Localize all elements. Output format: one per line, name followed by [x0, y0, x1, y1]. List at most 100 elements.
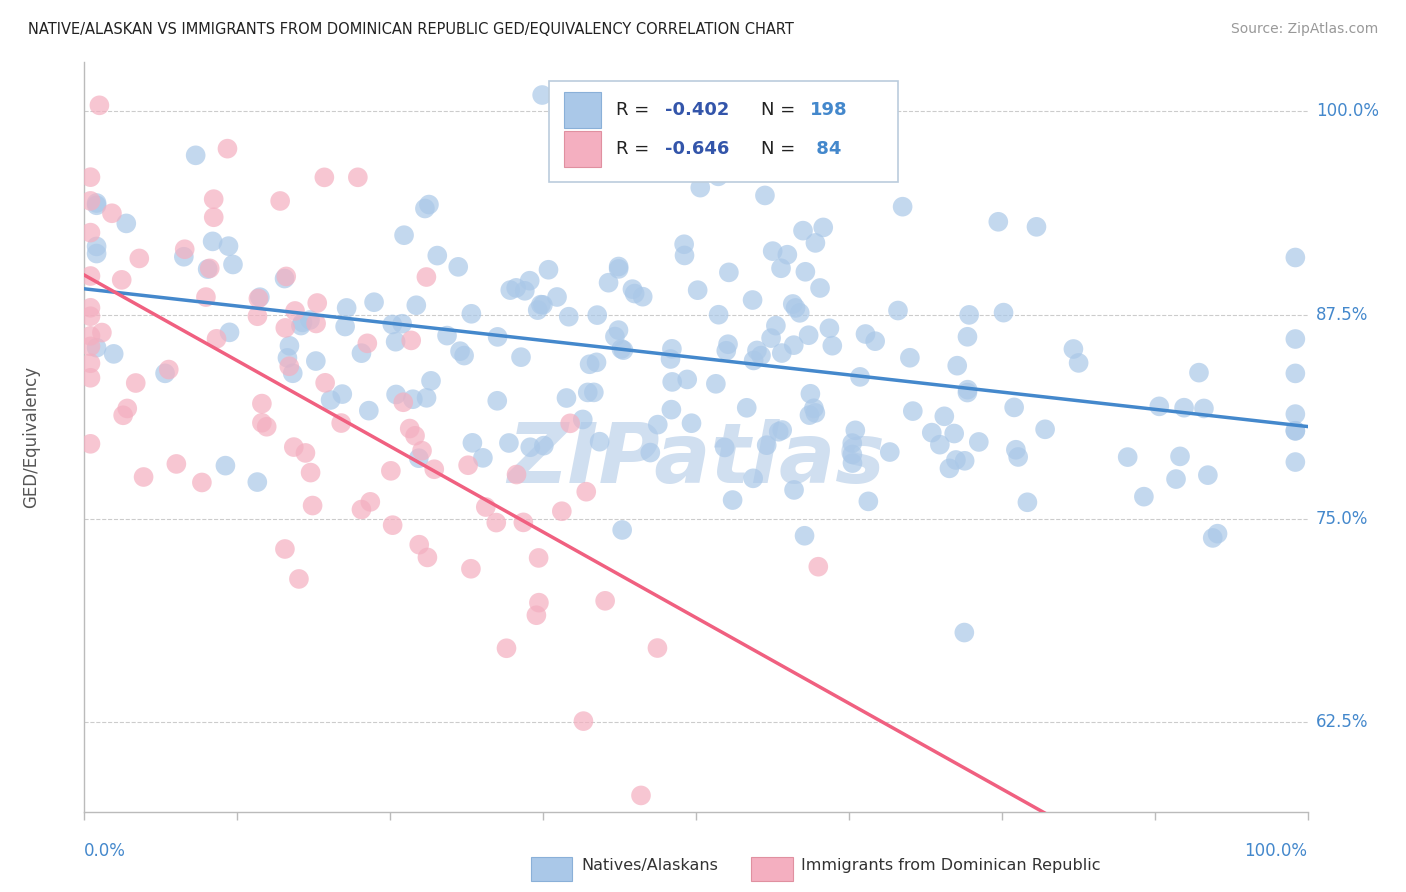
Point — [957, 308, 980, 322]
Point — [436, 328, 458, 343]
Text: 62.5%: 62.5% — [1316, 713, 1368, 731]
Point — [546, 290, 568, 304]
Point — [792, 224, 814, 238]
Point — [593, 594, 616, 608]
Point — [863, 334, 886, 348]
Point — [630, 789, 652, 803]
Point — [256, 419, 278, 434]
Point — [841, 447, 863, 461]
Text: R =: R = — [616, 101, 655, 119]
Point — [173, 250, 195, 264]
Point — [86, 196, 108, 211]
Point — [676, 372, 699, 386]
Text: Source: ZipAtlas.com: Source: ZipAtlas.com — [1230, 22, 1378, 37]
Point — [157, 362, 180, 376]
Point — [551, 504, 574, 518]
Point — [921, 425, 943, 440]
Bar — [751, 856, 793, 880]
Point — [1284, 251, 1306, 265]
Point — [945, 453, 967, 467]
Point — [79, 301, 101, 315]
Point — [794, 265, 817, 279]
Point — [197, 262, 219, 277]
Point — [533, 439, 555, 453]
Point — [789, 306, 811, 320]
Point — [799, 386, 821, 401]
Point — [586, 308, 609, 322]
Point — [513, 284, 536, 298]
Point — [1188, 366, 1211, 380]
Point — [707, 308, 730, 322]
Point — [381, 318, 404, 332]
Point — [276, 351, 298, 365]
Point — [281, 366, 304, 380]
Point — [1206, 526, 1229, 541]
Point — [486, 393, 509, 408]
Point — [250, 396, 273, 410]
Point — [1173, 401, 1195, 415]
Point — [537, 262, 560, 277]
Point — [956, 330, 979, 344]
Point — [717, 337, 740, 351]
Point — [576, 385, 599, 400]
Point — [278, 339, 301, 353]
Point — [841, 436, 863, 450]
Point — [782, 297, 804, 311]
Point — [418, 197, 440, 211]
Point — [813, 220, 835, 235]
Point — [307, 296, 329, 310]
Point — [661, 375, 683, 389]
Point — [527, 550, 550, 565]
Point — [202, 211, 225, 225]
Point — [117, 401, 139, 416]
Point — [298, 313, 321, 327]
Point — [527, 596, 550, 610]
Point — [1284, 367, 1306, 381]
Point — [486, 330, 509, 344]
Point — [745, 343, 768, 358]
Point — [1197, 468, 1219, 483]
Point — [607, 261, 630, 276]
Point — [460, 562, 482, 576]
Point — [461, 435, 484, 450]
Point — [330, 387, 353, 401]
Point — [201, 235, 224, 249]
Point — [426, 249, 449, 263]
Point — [283, 440, 305, 454]
Point — [79, 356, 101, 370]
Point — [1025, 219, 1047, 234]
Point — [505, 281, 527, 295]
Point — [132, 470, 155, 484]
Point — [449, 344, 471, 359]
Point — [659, 351, 682, 366]
Point — [770, 423, 793, 437]
Point — [686, 283, 709, 297]
Point — [1284, 332, 1306, 346]
Point — [804, 406, 827, 420]
Text: Natives/Alaskans: Natives/Alaskans — [581, 858, 718, 873]
Point — [79, 194, 101, 208]
Point — [531, 298, 554, 312]
Point — [411, 443, 433, 458]
Point — [101, 206, 124, 220]
Point — [808, 281, 831, 295]
Point — [505, 467, 527, 482]
Point — [849, 370, 872, 384]
Point — [278, 359, 301, 374]
Point — [1067, 356, 1090, 370]
Point — [301, 499, 323, 513]
Point — [153, 367, 176, 381]
Point — [290, 318, 312, 333]
Point — [901, 404, 924, 418]
Point — [1168, 450, 1191, 464]
Point — [86, 341, 108, 355]
Point — [956, 383, 979, 397]
Point — [79, 226, 101, 240]
Point — [350, 502, 373, 516]
Point — [79, 437, 101, 451]
Point — [250, 416, 273, 430]
Point — [330, 416, 353, 430]
Point — [603, 329, 626, 343]
Point — [408, 451, 430, 466]
Point — [404, 429, 426, 443]
